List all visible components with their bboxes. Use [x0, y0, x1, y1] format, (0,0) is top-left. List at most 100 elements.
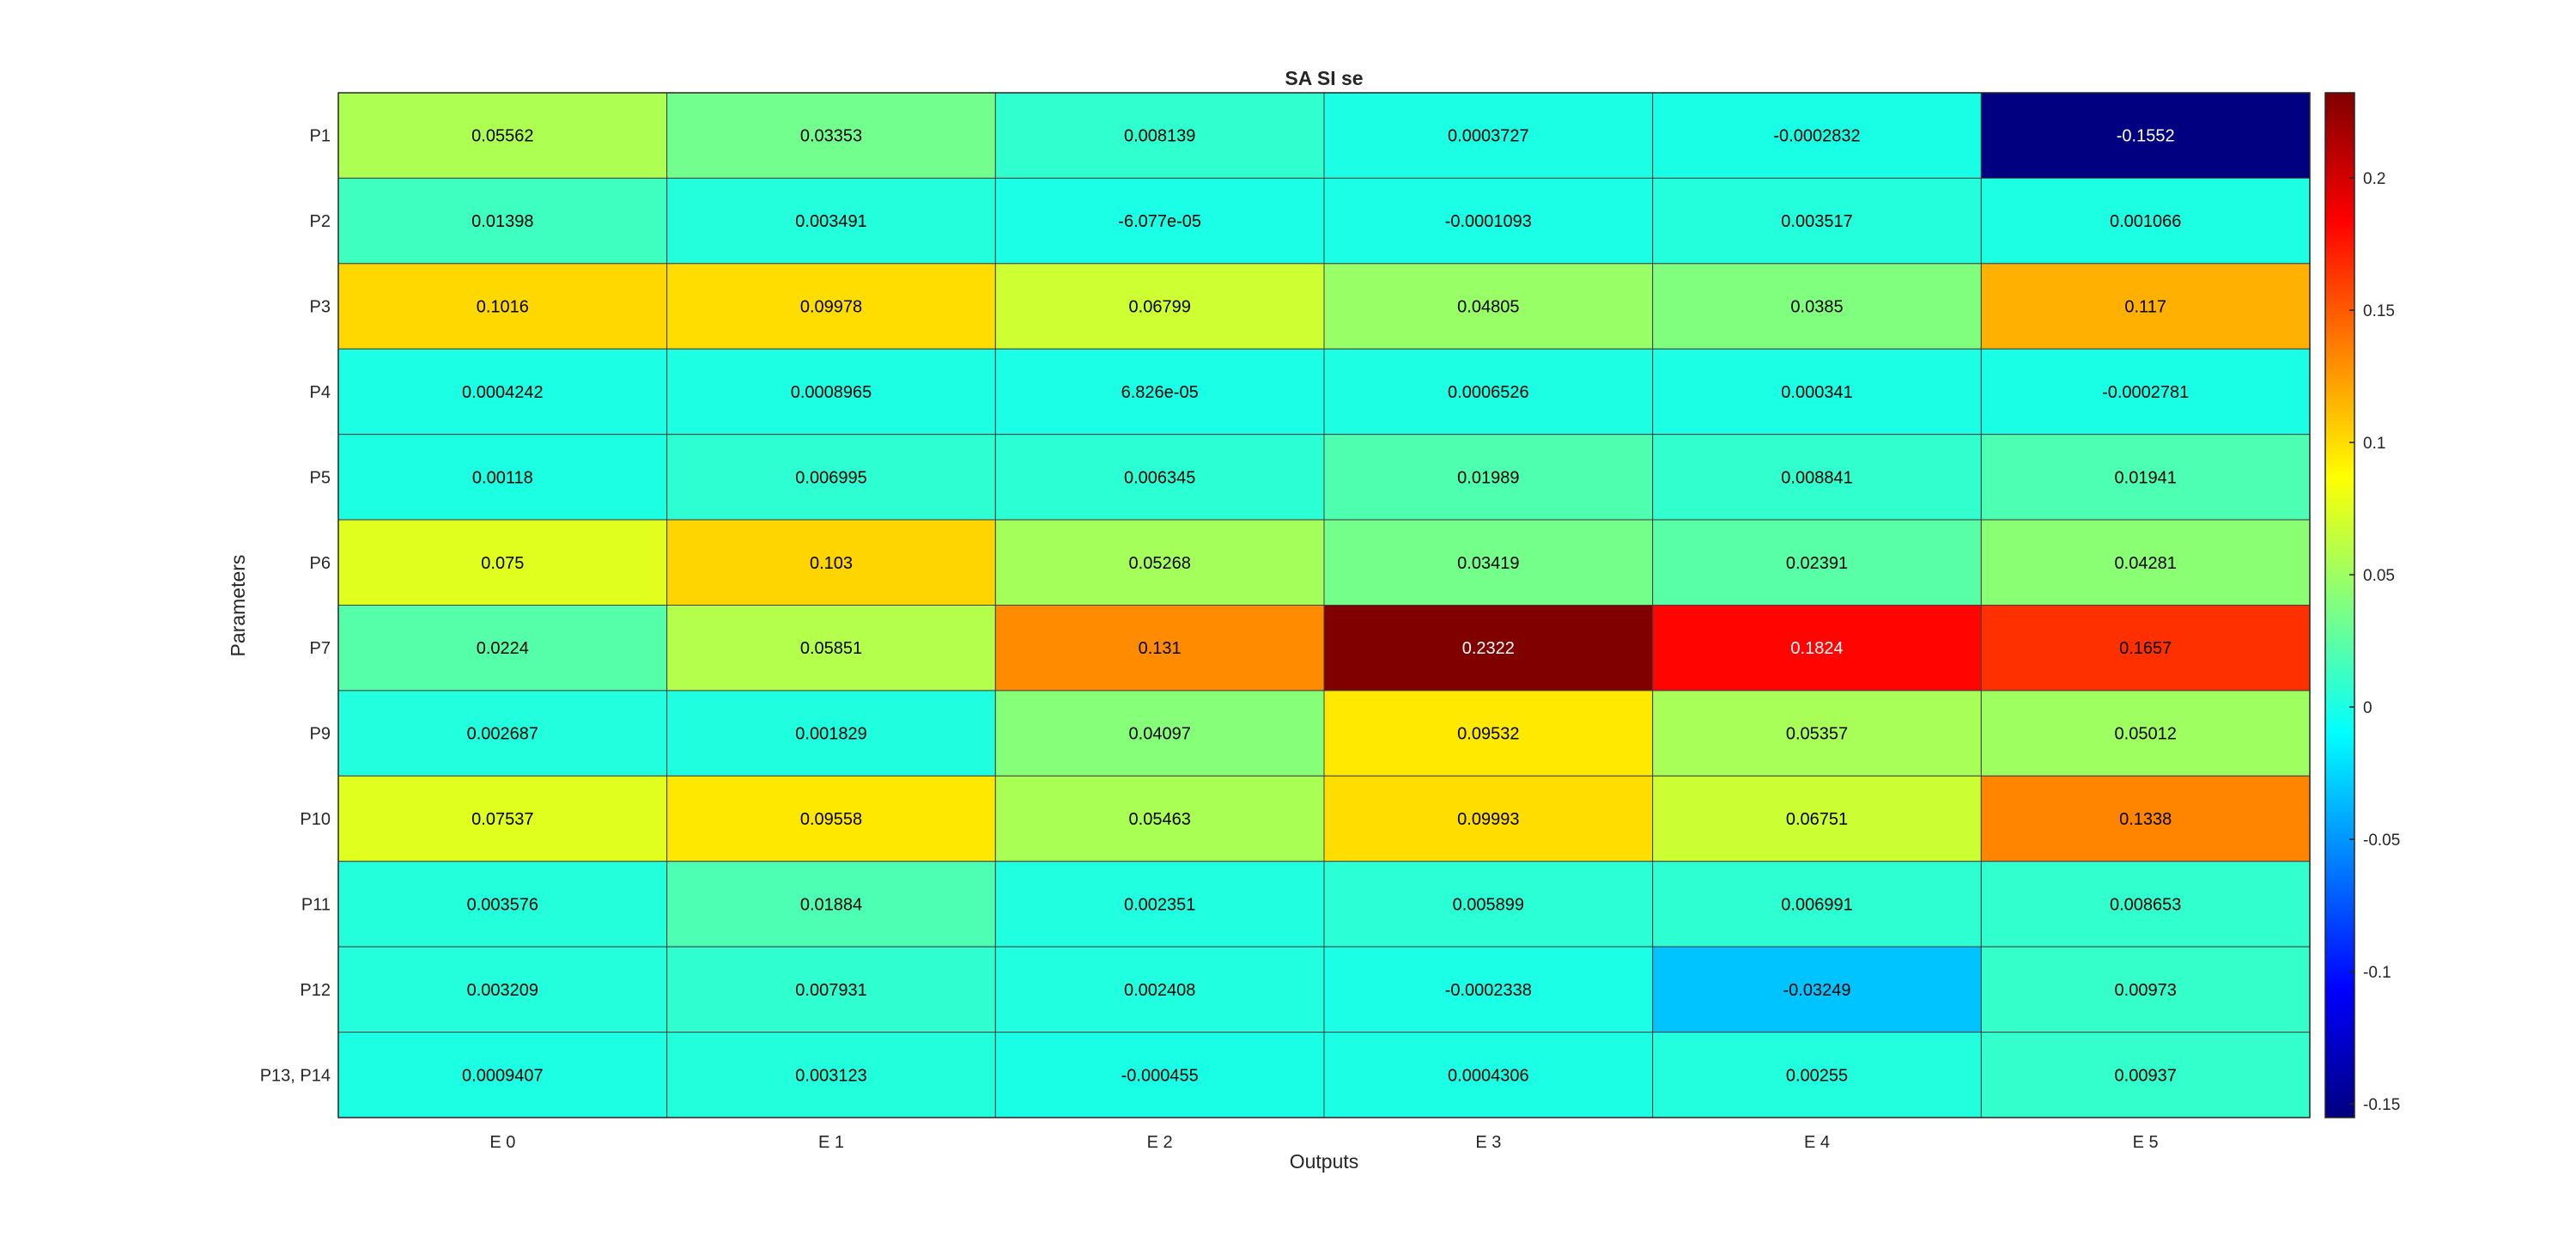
heatmap-cell: [1323, 92, 1654, 179]
colorbar-tick-label: -0.1: [2363, 964, 2391, 982]
heatmap-cell: [337, 263, 668, 350]
heatmap-cell: [337, 1032, 668, 1118]
y-tick-label: P3: [310, 298, 331, 317]
y-tick-label: P7: [310, 639, 331, 658]
heatmap-cell: [1652, 861, 1982, 947]
cell-value-label: 0.05562: [471, 127, 533, 146]
cell-value-label: 0.0008965: [791, 383, 872, 402]
cell-value-label: 0.03353: [800, 127, 862, 146]
heatmap-cell: [1980, 946, 2311, 1033]
heatmap-cell: [994, 434, 1325, 521]
heatmap-cell: [1652, 519, 1982, 606]
heatmap-cell: [1323, 177, 1654, 265]
cell-value-label: 0.103: [810, 554, 853, 573]
heatmap-cell: [1652, 92, 1982, 179]
cell-value-label: 0.05851: [800, 639, 862, 658]
heatmap-cell: [337, 861, 668, 947]
heatmap-cell: [1323, 605, 1654, 692]
cell-value-label: -0.0002781: [2102, 383, 2189, 402]
cell-value-label: 0.003209: [467, 981, 538, 1000]
x-axis-label: Outputs: [1290, 1150, 1359, 1173]
cell-value-label: 0.04097: [1129, 725, 1191, 744]
heatmap-cell: [337, 519, 668, 606]
cell-value-label: 0.002408: [1124, 981, 1195, 1000]
heatmap-cell: [337, 348, 668, 436]
cell-value-label: 0.1824: [1790, 639, 1843, 658]
heatmap-cell: [666, 775, 996, 862]
cell-value-label: -0.1552: [2117, 127, 2175, 146]
y-tick-label: P2: [310, 212, 331, 231]
heatmap-cell: [1323, 690, 1654, 777]
heatmap-cell: [337, 605, 668, 692]
heatmap-cell: [337, 946, 668, 1033]
heatmap-cell: [666, 177, 996, 265]
colorbar-tick-label: 0.2: [2363, 170, 2385, 188]
cell-value-label: 0.006995: [795, 468, 866, 487]
y-tick-label: P4: [310, 383, 331, 402]
heatmap-cell: [994, 263, 1325, 350]
cell-value-label: 0.04805: [1457, 298, 1519, 317]
cell-value-label: 0.06799: [1129, 298, 1191, 317]
heatmap-cell: [666, 946, 996, 1033]
heatmap-cell: [1323, 434, 1654, 521]
colorbar-tick-label: 0.05: [2363, 567, 2395, 585]
cell-value-label: 0.131: [1139, 639, 1182, 658]
cell-value-label: 0.001066: [2110, 212, 2181, 231]
heatmap-cell: [994, 690, 1325, 777]
heatmap-cell: [1652, 263, 1982, 350]
cell-value-label: 0.005899: [1453, 895, 1524, 914]
cell-value-label: 0.1016: [477, 298, 529, 317]
cell-value-label: 0.09978: [800, 298, 862, 317]
y-tick-label: P5: [310, 468, 331, 487]
heatmap-cell: [1980, 92, 2311, 179]
cell-value-label: 0.0004306: [1448, 1066, 1529, 1085]
cell-value-label: 0.00937: [2115, 1066, 2177, 1085]
colorbar-tick-label: -0.05: [2363, 832, 2400, 850]
cell-value-label: 0.07537: [471, 810, 533, 829]
heatmap-cell: [1652, 348, 1982, 436]
cell-value-label: 0.000341: [1781, 383, 1852, 402]
heatmap-cell: [1652, 690, 1982, 777]
heatmap-cell: [1980, 177, 2311, 265]
cell-value-label: 0.008653: [2110, 895, 2181, 914]
heatmap-cell: [666, 861, 996, 947]
cell-value-label: 0.2322: [1462, 639, 1515, 658]
heatmap-cell: [1323, 348, 1654, 436]
heatmap-cell: [666, 348, 996, 436]
y-tick-labels: P1 P2 P3 P4 P5 P6 P7 P9 P10 P11 P12 P13, P14: [260, 127, 331, 1086]
cell-value-label: 0.05463: [1129, 810, 1191, 829]
cell-value-label: 0.0006526: [1448, 383, 1529, 402]
cell-value-label: 0.1657: [2119, 639, 2172, 658]
heatmap-cell: [337, 92, 668, 179]
heatmap-cell: [1980, 775, 2311, 862]
heatmap-cell: [666, 605, 996, 692]
cell-value-label: 0.00118: [472, 468, 533, 487]
heatmap-cell: [1652, 1032, 1982, 1118]
cell-value-label: 0.1338: [2119, 810, 2172, 829]
cell-value-label: 0.05357: [1786, 725, 1848, 744]
y-tick-label: P11: [301, 895, 331, 914]
cell-value-label: 0.04281: [2115, 554, 2177, 573]
cell-value-label: 0.0004242: [462, 383, 544, 402]
cell-value-label: 0.008139: [1124, 127, 1195, 146]
colorbar-tick-label: 0.15: [2363, 302, 2395, 320]
cell-value-label: 0.01989: [1457, 468, 1519, 487]
y-tick-label: P9: [310, 725, 331, 744]
cell-value-label: -0.03249: [1783, 981, 1851, 1000]
heatmap-cell: [994, 861, 1325, 947]
x-tick-label: E 3: [1475, 1133, 1501, 1152]
y-tick-label: P10: [300, 810, 331, 829]
heatmap-cell: [1980, 519, 2311, 606]
cell-value-label: 0.01398: [471, 212, 533, 231]
x-tick-label: E 1: [818, 1133, 844, 1152]
heatmap-cell: [337, 690, 668, 777]
cell-value-label: 0.001829: [795, 725, 866, 744]
heatmap-cell: [1323, 519, 1654, 606]
cell-value-label: 0.007931: [795, 981, 866, 1000]
cell-value-label: 0.117: [2124, 298, 2166, 317]
cell-value-label: 0.008841: [1781, 468, 1852, 487]
cell-value-label: 0.0003727: [1448, 127, 1529, 146]
cell-value-label: 0.003123: [795, 1066, 866, 1085]
heatmap-cell: [666, 690, 996, 777]
heatmap-cell: [1652, 434, 1982, 521]
